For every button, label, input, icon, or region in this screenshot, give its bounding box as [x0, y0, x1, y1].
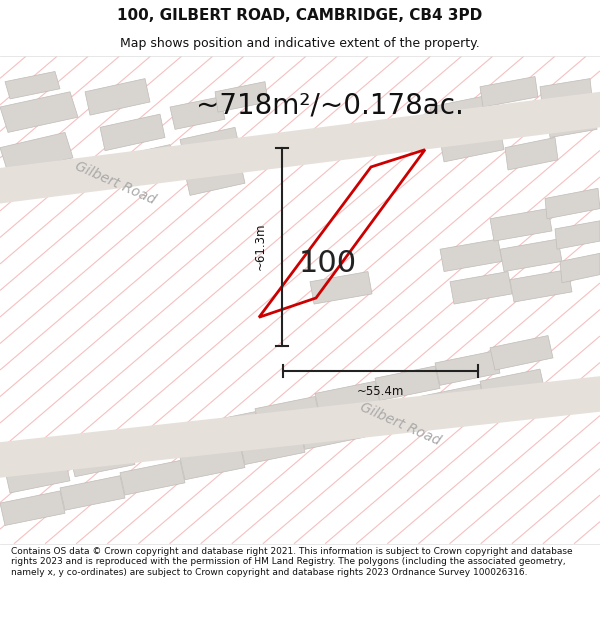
Polygon shape — [375, 366, 440, 401]
Polygon shape — [500, 239, 562, 271]
Text: ~718m²/~0.178ac.: ~718m²/~0.178ac. — [196, 91, 464, 119]
Polygon shape — [545, 188, 600, 219]
Text: Map shows position and indicative extent of the property.: Map shows position and indicative extent… — [120, 38, 480, 51]
Polygon shape — [440, 239, 502, 271]
Polygon shape — [430, 95, 494, 129]
Polygon shape — [480, 76, 538, 107]
Polygon shape — [490, 107, 548, 139]
Polygon shape — [555, 221, 600, 249]
Polygon shape — [0, 92, 600, 204]
Polygon shape — [195, 412, 260, 446]
Polygon shape — [548, 109, 597, 138]
Polygon shape — [185, 161, 245, 196]
Polygon shape — [70, 442, 135, 477]
Polygon shape — [180, 127, 240, 162]
Polygon shape — [510, 269, 572, 302]
Polygon shape — [60, 476, 125, 510]
Polygon shape — [130, 426, 195, 461]
Text: Gilbert Road: Gilbert Road — [73, 159, 157, 208]
Text: Gilbert Road: Gilbert Road — [358, 400, 442, 448]
Polygon shape — [170, 97, 225, 129]
Polygon shape — [360, 399, 425, 434]
Polygon shape — [5, 71, 60, 99]
Polygon shape — [110, 144, 175, 181]
Polygon shape — [300, 415, 365, 449]
Polygon shape — [85, 79, 150, 115]
Polygon shape — [240, 430, 305, 464]
Polygon shape — [0, 132, 73, 173]
Polygon shape — [100, 114, 165, 151]
Polygon shape — [540, 79, 592, 105]
Text: 100, GILBERT ROAD, CAMBRIDGE, CB4 3PD: 100, GILBERT ROAD, CAMBRIDGE, CB4 3PD — [118, 8, 482, 23]
Text: ~61.3m: ~61.3m — [254, 223, 266, 271]
Polygon shape — [120, 461, 185, 495]
Text: ~55.4m: ~55.4m — [357, 385, 404, 398]
Polygon shape — [435, 351, 500, 385]
Polygon shape — [420, 384, 485, 419]
Polygon shape — [5, 459, 70, 493]
Polygon shape — [0, 376, 600, 478]
Polygon shape — [310, 271, 372, 304]
Polygon shape — [505, 138, 558, 170]
Text: Contains OS data © Crown copyright and database right 2021. This information is : Contains OS data © Crown copyright and d… — [11, 547, 572, 577]
Polygon shape — [490, 336, 553, 370]
Text: 100: 100 — [299, 249, 357, 278]
Polygon shape — [450, 271, 512, 304]
Polygon shape — [215, 82, 268, 112]
Polygon shape — [560, 253, 600, 282]
Polygon shape — [255, 396, 320, 431]
Polygon shape — [0, 92, 78, 132]
Polygon shape — [480, 369, 545, 404]
Polygon shape — [0, 491, 65, 526]
Polygon shape — [440, 127, 504, 162]
Polygon shape — [490, 209, 552, 241]
Polygon shape — [180, 445, 245, 480]
Polygon shape — [315, 381, 380, 416]
